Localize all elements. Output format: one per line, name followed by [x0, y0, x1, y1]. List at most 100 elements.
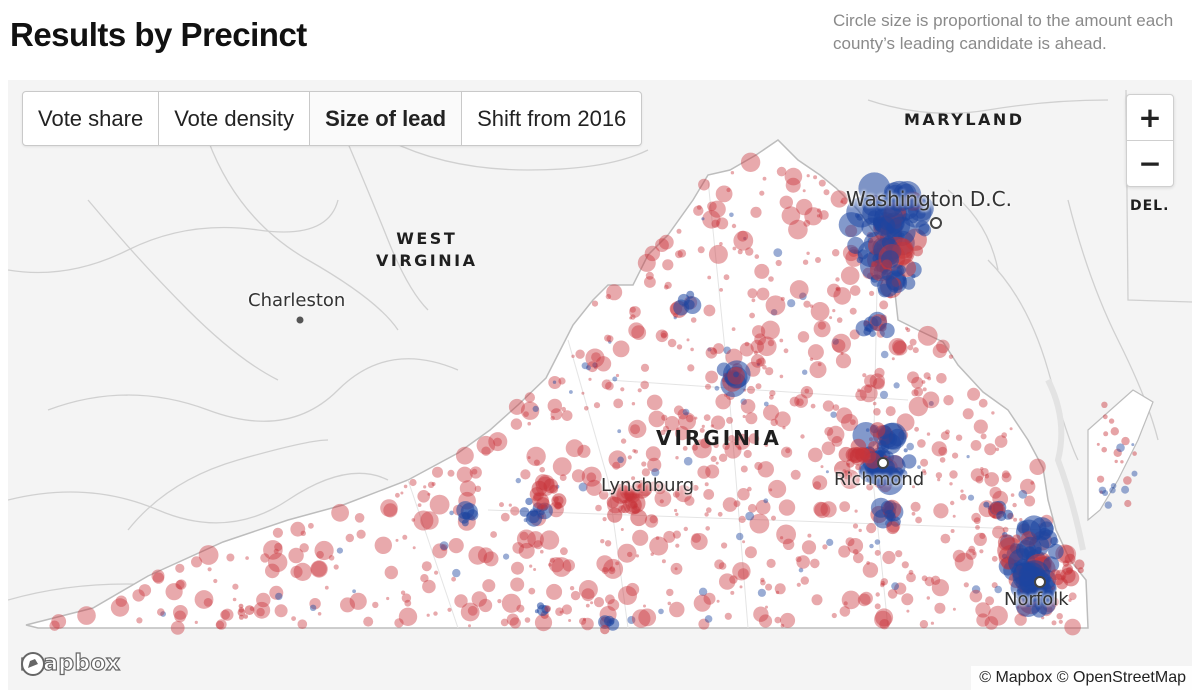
map-attribution[interactable]: © Mapbox © OpenStreetMap: [971, 666, 1192, 690]
red-precinct-circle: [873, 408, 881, 416]
tab-vote-density[interactable]: Vote density: [159, 92, 311, 145]
red-precinct-circle: [500, 618, 509, 627]
tab-shift-from-2016[interactable]: Shift from 2016: [477, 106, 627, 131]
blue-precinct-circle: [1110, 483, 1117, 489]
red-precinct-circle: [845, 537, 855, 547]
red-precinct-circle: [800, 576, 809, 585]
red-precinct-circle: [456, 466, 473, 483]
red-precinct-circle: [394, 618, 404, 628]
red-precinct-circle: [753, 350, 758, 355]
blue-precinct-circle: [1030, 517, 1054, 541]
blue-precinct-circle: [902, 213, 911, 222]
blue-precinct-circle: [1018, 489, 1028, 499]
red-precinct-circle: [655, 238, 669, 253]
red-precinct-circle: [510, 506, 520, 516]
red-precinct-circle: [887, 589, 898, 599]
red-precinct-circle: [906, 251, 913, 259]
red-precinct-circle: [653, 482, 667, 495]
blue-precinct-circle: [515, 477, 521, 484]
red-precinct-circle: [874, 367, 885, 378]
red-precinct-circle: [587, 361, 598, 373]
red-precinct-circle: [299, 543, 309, 553]
red-precinct-circle: [759, 190, 765, 196]
red-precinct-circle: [569, 586, 575, 591]
red-precinct-circle: [194, 590, 214, 609]
zoom-in-button[interactable]: +: [1138, 101, 1162, 134]
red-precinct-circle: [704, 512, 709, 517]
red-precinct-circle: [1097, 475, 1105, 483]
red-precinct-circle: [976, 613, 990, 627]
red-precinct-circle: [965, 548, 977, 560]
red-precinct-circle: [785, 448, 791, 454]
map-canvas[interactable]: [8, 80, 1192, 690]
red-precinct-circle: [602, 517, 607, 522]
red-precinct-circle: [917, 439, 926, 448]
red-precinct-circle: [1103, 431, 1109, 437]
red-precinct-circle: [543, 478, 559, 494]
red-precinct-circle: [402, 534, 408, 540]
red-precinct-circle: [490, 531, 497, 538]
red-precinct-circle: [268, 552, 288, 573]
red-precinct-circle: [238, 614, 244, 620]
red-precinct-circle: [767, 339, 775, 347]
blue-precinct-circle: [336, 547, 343, 554]
red-precinct-circle: [433, 611, 438, 616]
red-precinct-circle: [468, 624, 471, 628]
red-precinct-circle: [716, 599, 720, 603]
red-precinct-circle: [432, 466, 443, 478]
red-precinct-circle: [801, 540, 817, 555]
red-precinct-circle: [989, 486, 1002, 499]
zoom-out-button[interactable]: −: [1127, 140, 1173, 186]
blue-precinct-circle: [503, 553, 510, 560]
red-precinct-circle: [555, 607, 564, 616]
tab-size-of-lead[interactable]: Size of lead: [310, 92, 463, 145]
blue-precinct-circle: [578, 482, 588, 492]
red-precinct-circle: [488, 432, 508, 452]
red-precinct-circle: [606, 335, 614, 343]
red-precinct-circle: [1030, 481, 1034, 485]
red-precinct-circle: [151, 569, 165, 583]
red-precinct-circle: [640, 363, 650, 372]
red-precinct-circle: [722, 497, 738, 512]
blue-precinct-circle: [881, 269, 893, 281]
red-precinct-circle: [561, 410, 573, 421]
red-precinct-circle: [607, 599, 620, 611]
blue-precinct-circle: [893, 382, 900, 389]
red-precinct-circle: [765, 295, 786, 316]
red-precinct-circle: [769, 394, 774, 400]
eastern-shore: [1087, 389, 1154, 522]
label-west-virginia-line1: WEST: [396, 229, 458, 248]
red-precinct-circle: [780, 536, 784, 540]
red-precinct-circle: [908, 569, 914, 575]
blue-precinct-circle: [902, 454, 917, 469]
red-precinct-circle: [803, 300, 811, 308]
red-precinct-circle: [253, 601, 271, 619]
blue-precinct-circle: [1035, 594, 1056, 615]
precinct-map[interactable]: Vote share Vote density Size of lead Shi…: [8, 80, 1192, 690]
red-precinct-circle: [317, 612, 322, 616]
red-precinct-circle: [984, 472, 999, 487]
blue-precinct-circle: [449, 510, 454, 516]
red-precinct-circle: [950, 500, 955, 506]
blue-precinct-circle: [519, 507, 530, 517]
red-precinct-circle: [708, 244, 728, 264]
red-precinct-circle: [822, 400, 835, 412]
tab-vote-share[interactable]: Vote share: [23, 92, 160, 145]
view-tabs: Vote share Vote density Size of lead Shi…: [22, 91, 643, 146]
red-precinct-circle: [620, 438, 627, 444]
red-precinct-circle: [686, 338, 690, 342]
blue-precinct-circle: [902, 276, 907, 281]
red-precinct-circle: [857, 593, 871, 607]
red-precinct-circle: [789, 396, 800, 407]
mapbox-logo[interactable]: mapbox: [19, 650, 120, 676]
blue-precinct-circle: [773, 248, 783, 257]
precinct-circles: [49, 152, 1138, 636]
red-precinct-circle: [717, 511, 723, 517]
red-precinct-circle: [732, 246, 737, 251]
red-precinct-circle: [643, 604, 646, 608]
blue-precinct-circle: [701, 217, 705, 221]
red-precinct-circle: [905, 326, 909, 330]
red-precinct-circle: [600, 624, 610, 635]
red-precinct-circle: [914, 426, 919, 432]
red-precinct-circle: [832, 309, 836, 313]
